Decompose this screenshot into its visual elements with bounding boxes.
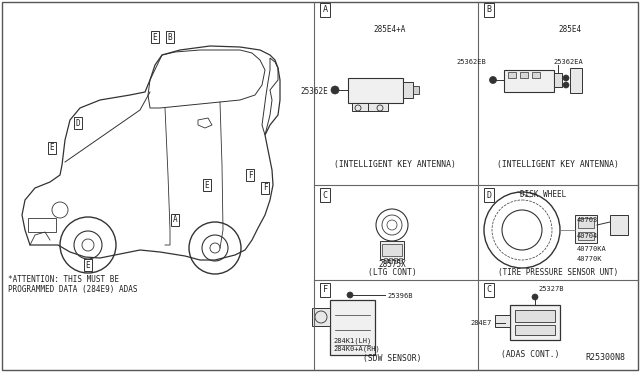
Bar — [312, 308, 330, 326]
Bar — [352, 103, 372, 111]
Bar — [508, 72, 516, 78]
Text: 40704: 40704 — [577, 233, 598, 239]
Bar — [578, 232, 594, 240]
Text: F: F — [262, 183, 268, 192]
Text: 285E4: 285E4 — [559, 25, 582, 34]
Text: DISK WHEEL: DISK WHEEL — [520, 190, 566, 199]
Text: C: C — [486, 285, 492, 295]
Bar — [399, 258, 402, 263]
Bar — [578, 218, 594, 228]
Text: (ADAS CONT.): (ADAS CONT.) — [500, 350, 559, 359]
Text: 25327B: 25327B — [538, 286, 563, 292]
Text: (INTELLIGENT KEY ANTENNA): (INTELLIGENT KEY ANTENNA) — [497, 160, 619, 170]
Bar — [554, 73, 562, 87]
Bar — [515, 325, 555, 335]
Text: 25362EB: 25362EB — [456, 59, 486, 65]
Text: E: E — [50, 144, 54, 153]
Text: A: A — [173, 215, 177, 224]
Bar — [389, 258, 392, 263]
Text: 25396B: 25396B — [387, 293, 413, 299]
Bar — [570, 68, 582, 93]
Text: 285E4+A: 285E4+A — [374, 25, 406, 34]
Bar — [515, 310, 555, 322]
Text: F: F — [248, 170, 252, 180]
Bar — [380, 241, 404, 259]
Text: 40770KA: 40770KA — [577, 246, 607, 252]
Circle shape — [532, 294, 538, 300]
Text: 284K0+A(RH): 284K0+A(RH) — [333, 346, 380, 353]
Text: 28575X: 28575X — [378, 260, 406, 269]
Bar — [394, 258, 397, 263]
Text: (LTG CONT): (LTG CONT) — [367, 268, 417, 277]
Text: E: E — [153, 32, 157, 42]
Text: (INTELLIGENT KEY ANTENNA): (INTELLIGENT KEY ANTENNA) — [334, 160, 456, 170]
Text: F: F — [323, 285, 328, 295]
Text: 25362EA: 25362EA — [553, 59, 583, 65]
Bar — [330, 300, 375, 355]
Bar — [348, 78, 403, 103]
Circle shape — [347, 292, 353, 298]
Text: 40770K: 40770K — [577, 256, 602, 262]
Bar — [413, 86, 419, 94]
Bar — [28, 218, 56, 232]
Bar — [510, 305, 560, 340]
Text: 40703: 40703 — [577, 217, 598, 223]
Text: 284E7: 284E7 — [471, 320, 492, 326]
Text: (TIRE PRESSURE SENSOR UNT): (TIRE PRESSURE SENSOR UNT) — [498, 268, 618, 277]
Bar — [532, 72, 540, 78]
Text: B: B — [168, 32, 172, 42]
Circle shape — [563, 75, 569, 81]
Bar — [575, 215, 597, 243]
Text: 284K1(LH): 284K1(LH) — [333, 338, 371, 344]
Text: E: E — [86, 260, 90, 269]
Circle shape — [563, 82, 569, 88]
Text: (SDW SENSOR): (SDW SENSOR) — [363, 353, 421, 362]
Bar — [403, 82, 413, 98]
Text: 25362E: 25362E — [300, 87, 328, 96]
Text: R25300N8: R25300N8 — [585, 353, 625, 362]
Bar — [495, 315, 510, 327]
Bar — [504, 70, 554, 92]
Bar — [520, 72, 528, 78]
Bar — [384, 258, 387, 263]
Text: C: C — [323, 190, 328, 199]
Text: *ATTENTION: THIS MUST BE
PROGRAMMED DATA (284E9) ADAS: *ATTENTION: THIS MUST BE PROGRAMMED DATA… — [8, 275, 138, 294]
Bar — [610, 215, 628, 235]
Circle shape — [490, 77, 497, 83]
Text: A: A — [323, 6, 328, 15]
Circle shape — [331, 86, 339, 94]
Text: D: D — [76, 119, 80, 128]
Bar — [382, 244, 402, 256]
Text: D: D — [486, 190, 492, 199]
Bar — [368, 103, 388, 111]
Text: B: B — [486, 6, 492, 15]
Text: E: E — [205, 180, 209, 189]
